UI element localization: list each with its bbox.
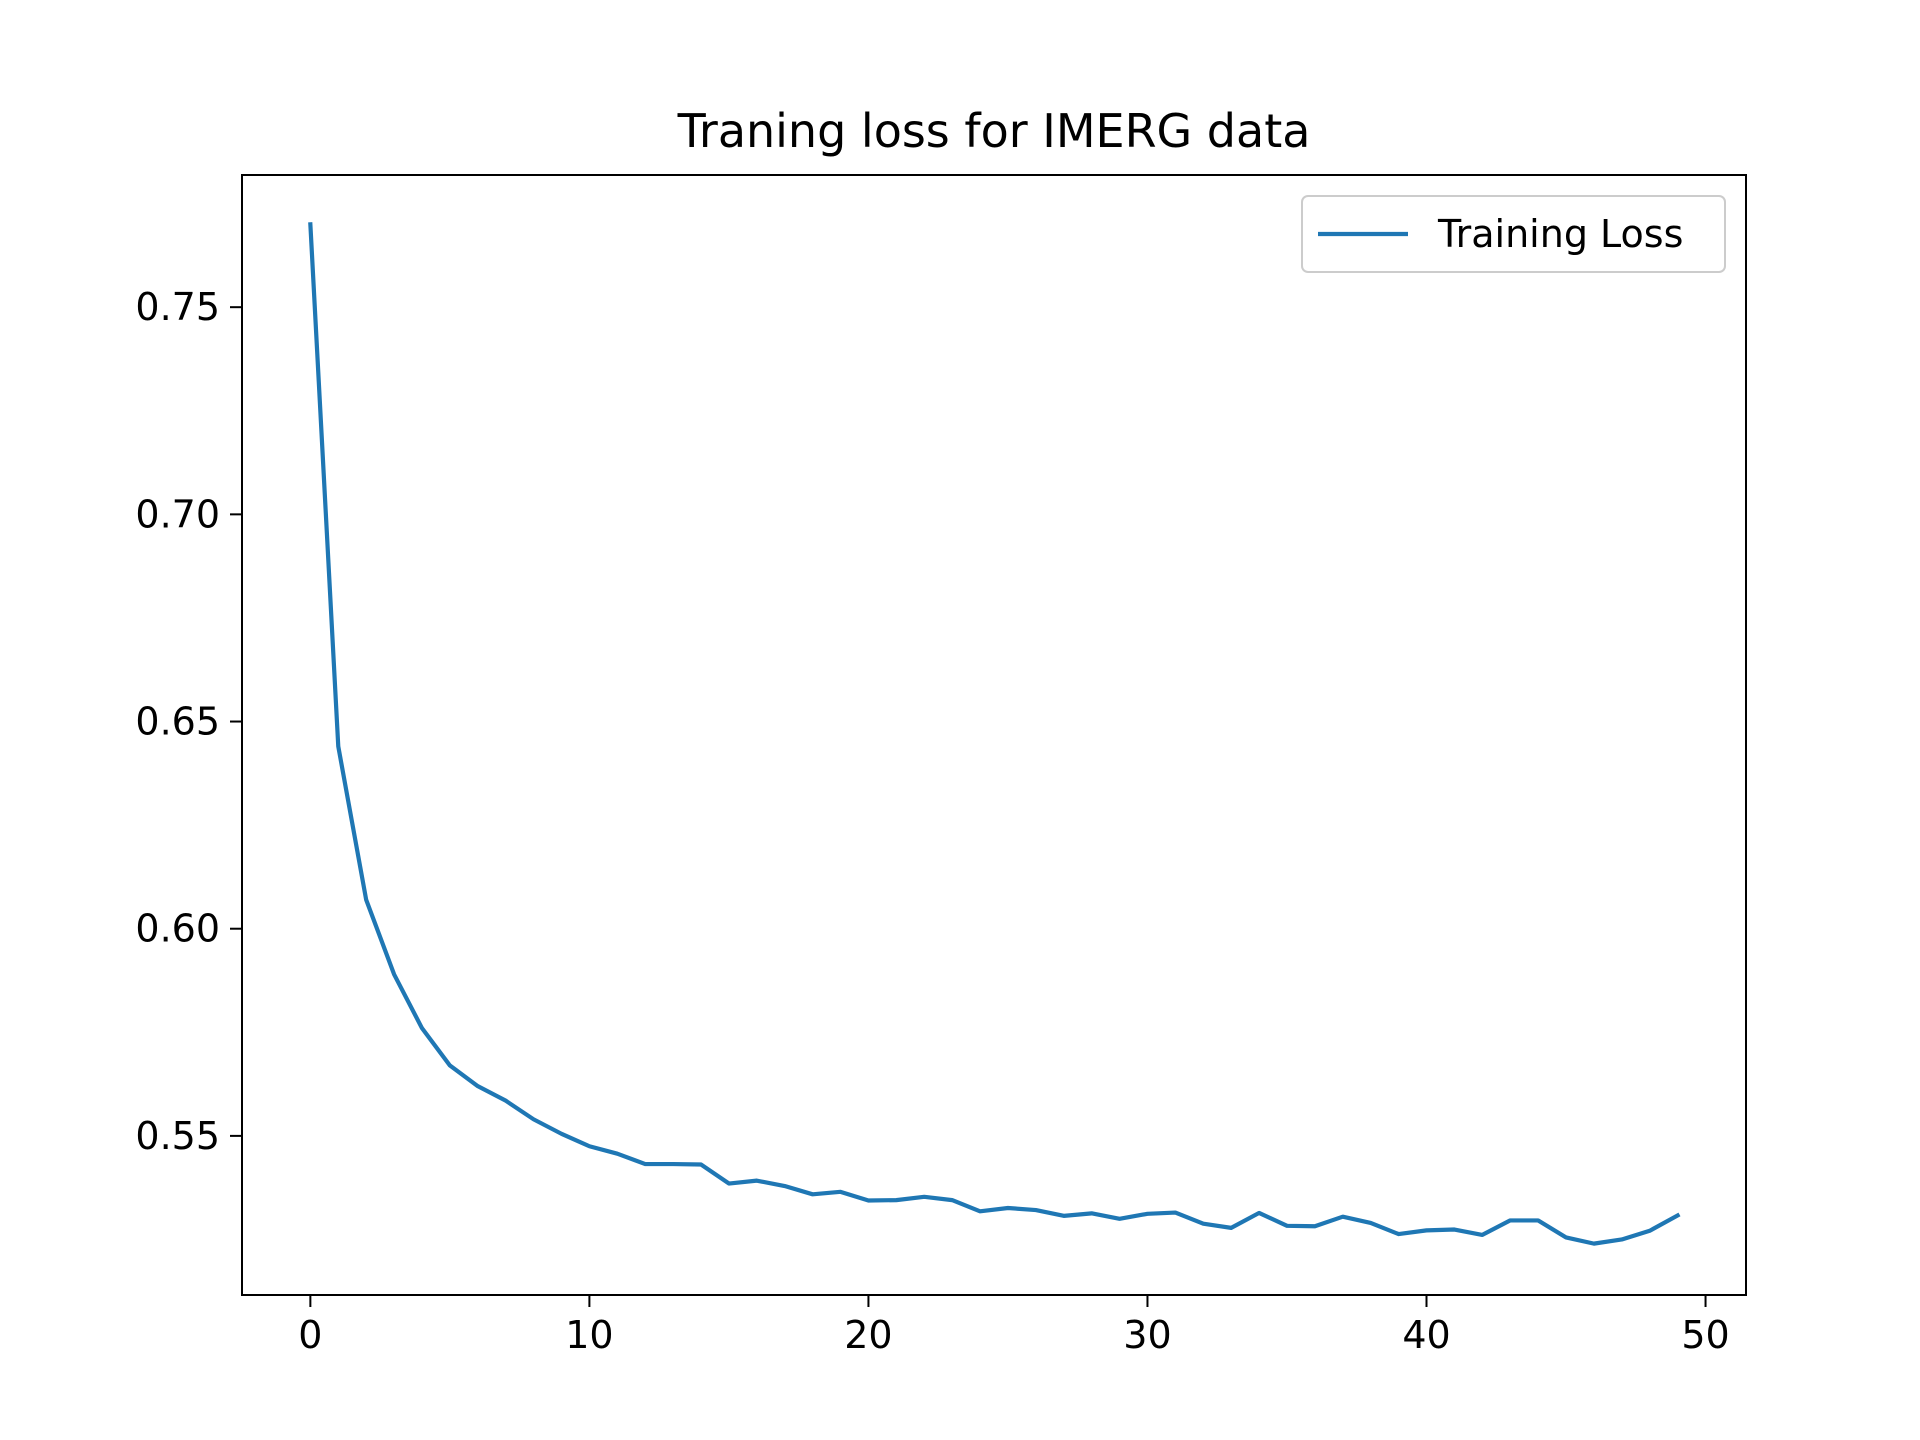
x-tick-label: 50 xyxy=(1681,1313,1729,1357)
y-tick-label: 0.75 xyxy=(135,285,220,329)
plot-area: 0 10 20 30 40 50 0.55 0.60 0.65 0.70 0.75 Training … xyxy=(135,174,1747,1357)
y-tick-label: 0.70 xyxy=(135,492,220,536)
y-tick-label: 0.60 xyxy=(135,907,220,951)
x-tick-label: 30 xyxy=(1123,1313,1171,1357)
x-tick-label: 0 xyxy=(298,1313,322,1357)
y-tick-label: 0.65 xyxy=(135,700,220,744)
y-tick-label: 0.55 xyxy=(135,1114,220,1158)
series-line-1 xyxy=(308,222,1681,1246)
x-tick-label: 20 xyxy=(844,1313,892,1357)
axes-frame xyxy=(241,174,1747,1296)
legend-box xyxy=(1301,195,1726,273)
x-tick-label: 40 xyxy=(1402,1313,1450,1357)
legend-label: Training Loss xyxy=(1437,212,1683,256)
x-tick-label: 10 xyxy=(565,1313,613,1357)
chart-title: Traning loss for IMERG data xyxy=(677,104,1311,158)
